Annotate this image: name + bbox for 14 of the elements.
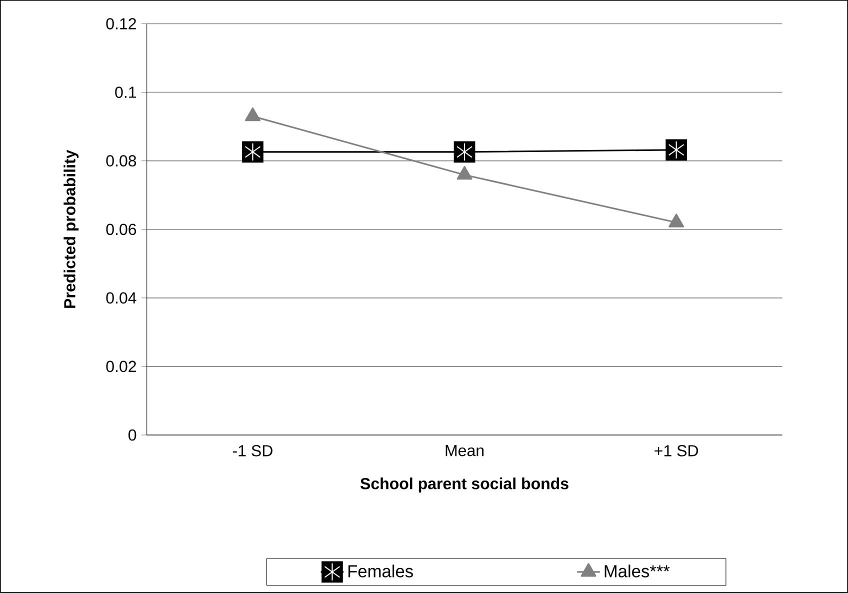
y-tick-label: 0.04 bbox=[106, 292, 136, 304]
x-tick-label: Mean bbox=[446, 445, 484, 456]
y-axis-title: Predicted probability bbox=[64, 150, 79, 308]
x-axis-title: School parent social bonds bbox=[360, 478, 568, 493]
x-tick-label: +1 SD bbox=[654, 445, 698, 456]
y-tick-label: 0.06 bbox=[106, 224, 136, 236]
y-tick-label: 0.02 bbox=[106, 360, 136, 372]
y-tick-label: 0.08 bbox=[106, 155, 136, 167]
y-tick-label: 0.12 bbox=[106, 18, 136, 30]
y-tick-label: 0.1 bbox=[115, 86, 136, 98]
legend-label: Males*** bbox=[604, 564, 670, 578]
y-tick-label: 0 bbox=[128, 429, 136, 441]
x-tick-label: -1 SD bbox=[232, 445, 272, 456]
legend-label: Females bbox=[348, 564, 413, 578]
